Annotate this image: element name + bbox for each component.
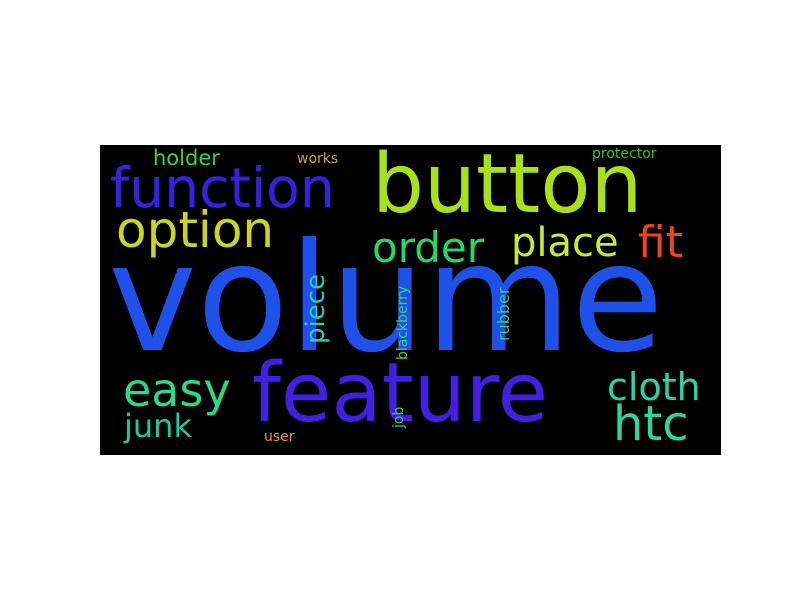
word-job: job — [391, 406, 407, 428]
word-volume: volume — [108, 212, 664, 386]
word-junk: junk — [124, 407, 192, 445]
word-fit: fit — [638, 217, 683, 268]
word-protector: protector — [592, 146, 657, 162]
word-htc: htc — [613, 396, 689, 452]
word-place: place — [511, 220, 619, 266]
word-rubber: rubber — [494, 287, 513, 341]
word-function: function — [110, 156, 335, 220]
word-blackberry: blackberry — [395, 285, 411, 360]
word-feature: feature — [252, 346, 549, 441]
word-cloud: volume button feature function option or… — [100, 145, 721, 455]
word-holder: holder — [153, 146, 220, 170]
word-piece: piece — [301, 273, 331, 344]
word-works: works — [297, 151, 339, 167]
word-order: order — [372, 223, 484, 272]
word-easy: easy — [123, 363, 231, 417]
word-option: option — [116, 201, 275, 259]
word-user: user — [264, 429, 295, 445]
word-cloth: cloth — [607, 365, 701, 409]
word-button: button — [372, 145, 643, 232]
